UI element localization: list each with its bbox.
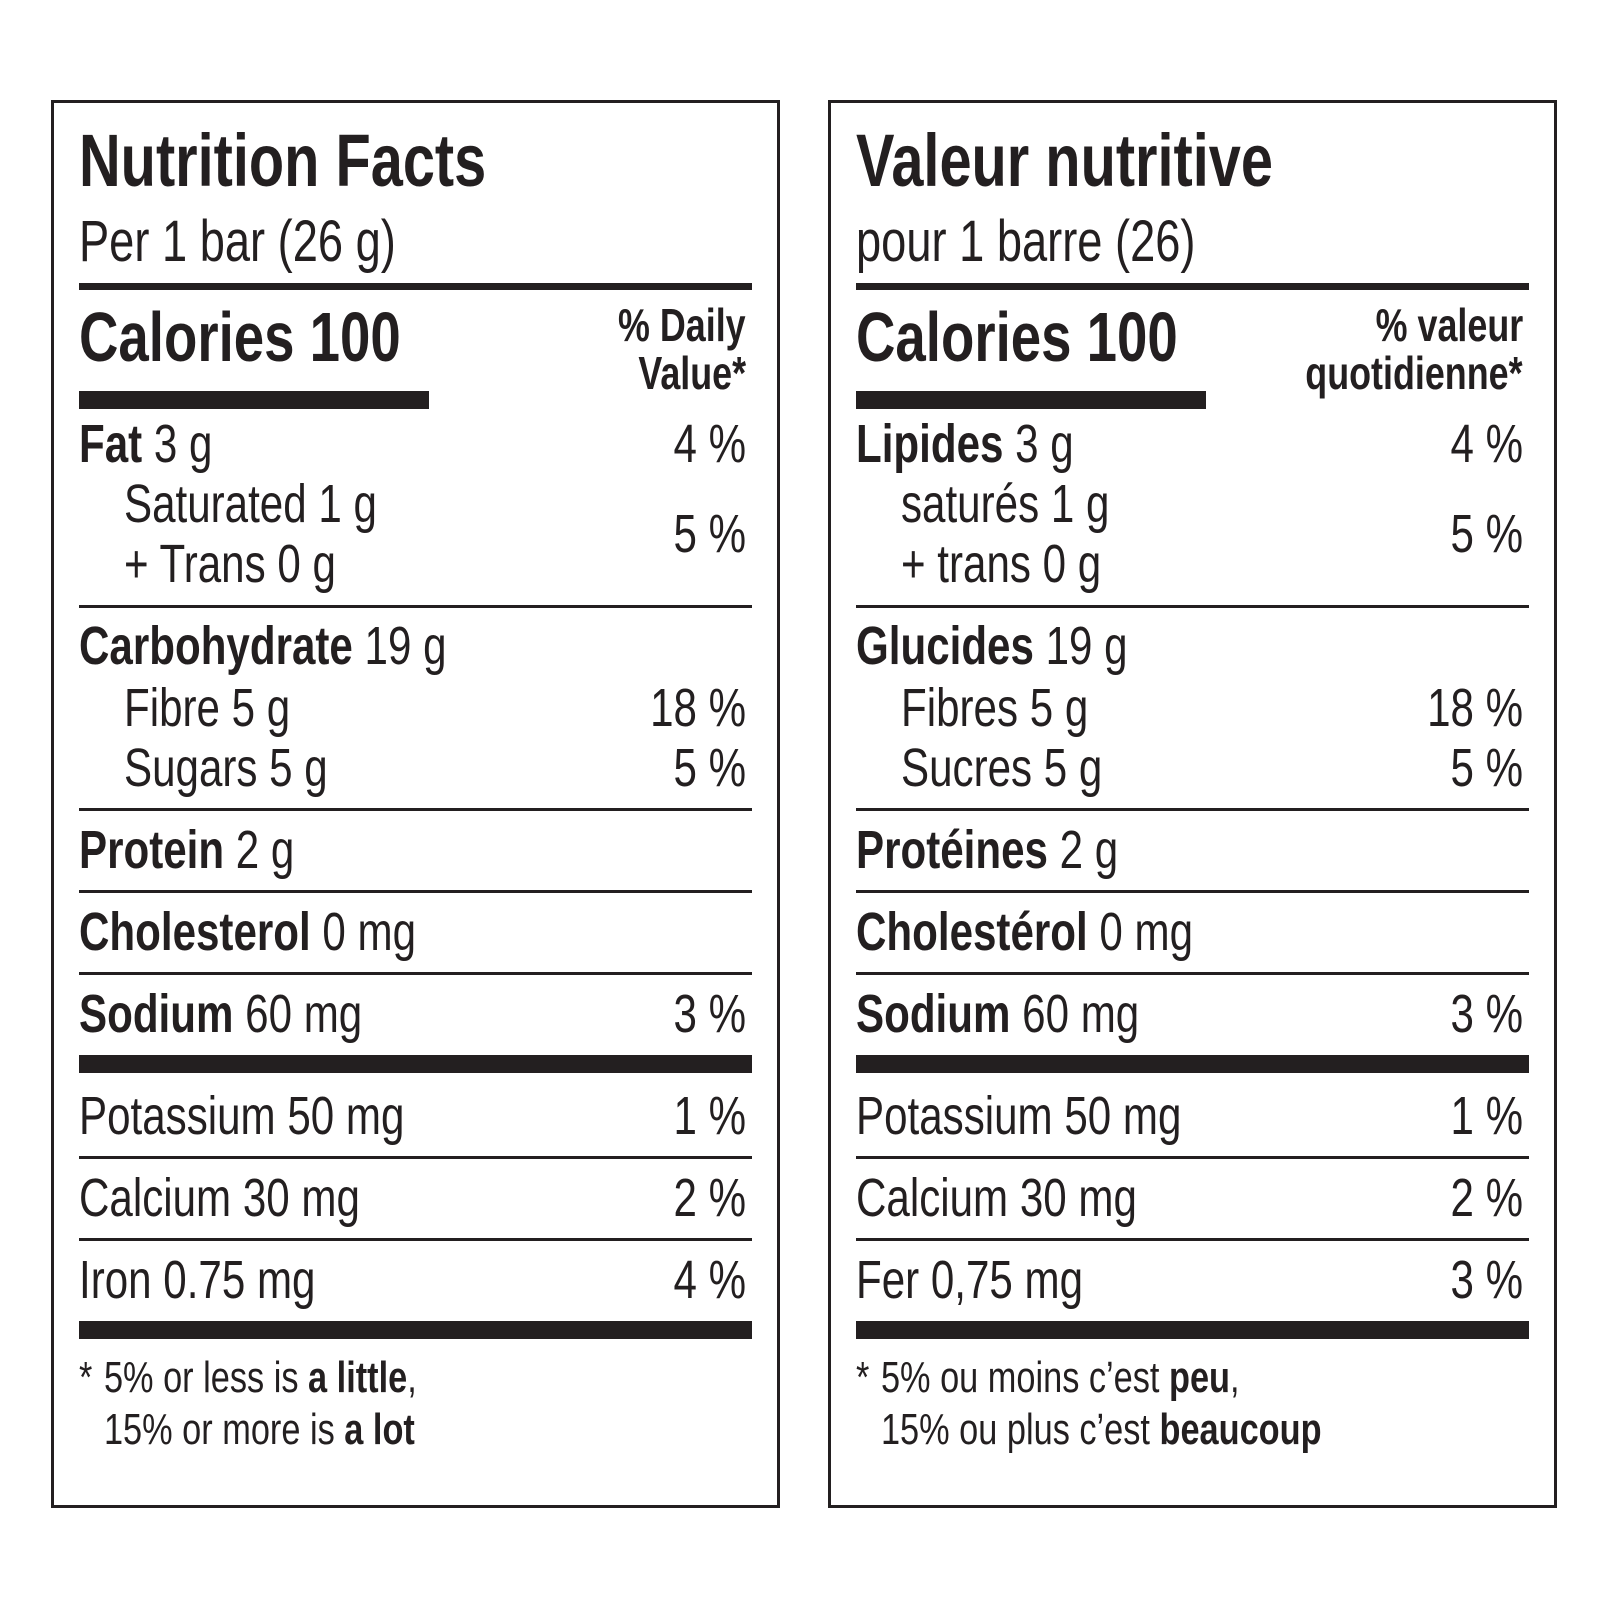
trans-row: + Trans 0 g (124, 534, 336, 594)
protein-row: Protein 2 g (79, 820, 295, 880)
calcium-row: Calcium 30 mg 2 % (79, 1168, 746, 1228)
calories-line: Calories 100 (79, 298, 401, 376)
footnote-line-2: 15% or more is a lot (103, 1405, 415, 1454)
sodium-row: Sodium 60 mg 3 % (79, 984, 746, 1044)
saturated-row: Saturated 1 g (124, 474, 377, 534)
divider (79, 972, 752, 975)
daily-value-header: % Daily Value* (618, 299, 746, 399)
sat-trans-pct: 5 % (673, 504, 746, 564)
nutrition-facts-panel-english: Nutrition Facts Per 1 bar (26 g) Calorie… (51, 100, 780, 1508)
fibre-row: Fibre 5 g 18 % (124, 678, 746, 738)
cholesterol-row: Cholesterol 0 mg (79, 902, 417, 962)
iron-row: Fer 0,75 mg 3 % (856, 1250, 1523, 1310)
divider (79, 1238, 752, 1241)
divider (79, 890, 752, 893)
divider (856, 1156, 1529, 1159)
divider (79, 1156, 752, 1159)
divider (856, 283, 1529, 290)
sat-trans-pct: 5 % (1450, 504, 1523, 564)
saturated-row: saturés 1 g (901, 474, 1110, 534)
serving-size: Per 1 bar (26 g) (79, 209, 396, 274)
divider (856, 1055, 1529, 1073)
fat-row: Fat 3 g 4 % (79, 414, 746, 474)
panel-title: Nutrition Facts (79, 119, 487, 202)
divider (856, 890, 1529, 893)
divider (79, 1321, 752, 1339)
footnote: * 5% or less is a little, (79, 1353, 417, 1402)
divider (856, 1238, 1529, 1241)
divider (79, 1055, 752, 1073)
calcium-row: Calcium 30 mg 2 % (856, 1168, 1523, 1228)
nutrition-facts-panel-french: Valeur nutritive pour 1 barre (26) Calor… (828, 100, 1557, 1508)
trans-row: + trans 0 g (901, 534, 1102, 594)
potassium-row: Potassium 50 mg 1 % (79, 1086, 746, 1146)
footnote-line-2: 15% ou plus c’est beaucoup (880, 1405, 1322, 1454)
panel-title: Valeur nutritive (856, 119, 1274, 202)
carbohydrate-row: Glucides 19 g (856, 616, 1128, 676)
sodium-row: Sodium 60 mg 3 % (856, 984, 1523, 1044)
carbohydrate-row: Carbohydrate 19 g (79, 616, 447, 676)
iron-row: Iron 0.75 mg 4 % (79, 1250, 746, 1310)
calories-line: Calories 100 (856, 298, 1178, 376)
footnote: * 5% ou moins c’est peu, (856, 1353, 1240, 1402)
sugars-row: Sucres 5 g 5 % (901, 738, 1523, 798)
divider (79, 283, 752, 290)
daily-value-header: % valeur quotidienne* (1305, 299, 1523, 399)
calories-bar (79, 391, 429, 409)
fat-row: Lipides 3 g 4 % (856, 414, 1523, 474)
divider (856, 605, 1529, 608)
sugars-row: Sugars 5 g 5 % (124, 738, 746, 798)
divider (79, 808, 752, 811)
fibre-row: Fibres 5 g 18 % (901, 678, 1523, 738)
divider (856, 1321, 1529, 1339)
serving-size: pour 1 barre (26) (856, 209, 1196, 274)
divider (856, 808, 1529, 811)
calories-bar (856, 391, 1206, 409)
cholesterol-row: Cholestérol 0 mg (856, 902, 1194, 962)
divider (856, 972, 1529, 975)
protein-row: Protéines 2 g (856, 820, 1119, 880)
potassium-row: Potassium 50 mg 1 % (856, 1086, 1523, 1146)
divider (79, 605, 752, 608)
